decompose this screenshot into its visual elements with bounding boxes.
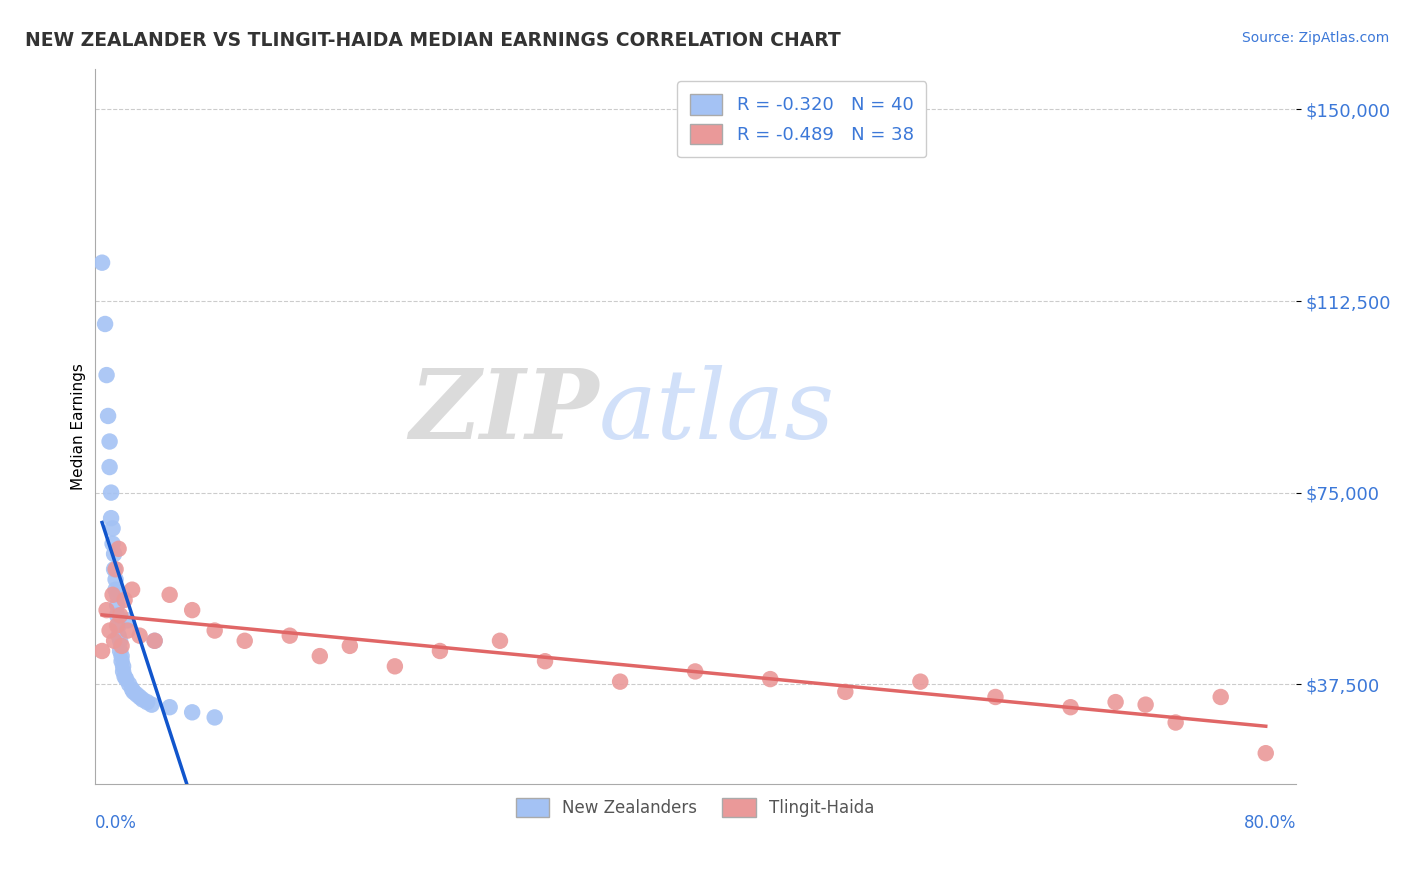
Point [339,639,361,653]
Point [110,654,132,668]
Point [122,685,145,699]
Point [128,690,150,704]
Point [1059,700,1081,714]
Point [204,710,226,724]
Point [103,633,125,648]
Point [117,613,139,627]
Point [128,629,150,643]
Point [834,685,856,699]
Point [112,665,135,679]
Point [114,669,136,683]
Point [98,624,121,638]
Point [103,562,125,576]
Point [489,633,512,648]
Point [1104,695,1126,709]
Point [125,688,148,702]
Point [98,434,121,449]
Point [1164,715,1187,730]
Point [181,706,204,720]
Point [107,629,129,643]
Text: atlas: atlas [599,365,835,458]
Point [96,368,118,383]
Point [105,608,128,623]
Point [108,633,131,648]
Point [143,633,166,648]
Text: 80.0%: 80.0% [1243,814,1296,832]
Point [100,511,122,525]
Point [104,573,127,587]
Point [100,485,122,500]
Point [159,700,181,714]
Point [131,692,153,706]
Point [1209,690,1232,704]
Point [107,618,129,632]
Point [110,639,132,653]
Point [136,695,159,709]
Point [98,460,121,475]
Point [104,582,127,597]
Point [118,677,141,691]
Point [101,521,124,535]
Point [1254,746,1277,760]
Point [108,608,131,623]
Point [759,672,782,686]
Point [112,659,135,673]
Point [108,644,131,658]
Point [101,588,124,602]
Point [97,409,120,423]
Text: ZIP: ZIP [409,365,599,458]
Point [107,541,129,556]
Point [94,317,117,331]
Point [101,537,124,551]
Legend: New Zealanders, Tlingit-Haida: New Zealanders, Tlingit-Haida [508,789,883,826]
Point [105,598,128,612]
Point [91,644,114,658]
Point [105,588,128,602]
Point [609,674,631,689]
Y-axis label: Median Earnings: Median Earnings [72,363,86,490]
Point [143,633,166,648]
Point [121,582,143,597]
Point [105,618,128,632]
Text: 0.0%: 0.0% [94,814,136,832]
Point [1135,698,1157,712]
Point [683,665,706,679]
Point [278,629,301,643]
Point [121,682,143,697]
Point [114,593,136,607]
Point [534,654,557,668]
Point [115,672,138,686]
Point [141,698,163,712]
Point [910,674,932,689]
Text: Source: ZipAtlas.com: Source: ZipAtlas.com [1241,31,1389,45]
Point [117,624,139,638]
Text: NEW ZEALANDER VS TLINGIT-HAIDA MEDIAN EARNINGS CORRELATION CHART: NEW ZEALANDER VS TLINGIT-HAIDA MEDIAN EA… [25,31,841,50]
Point [384,659,406,673]
Point [204,624,226,638]
Point [429,644,451,658]
Point [308,649,330,664]
Point [96,603,118,617]
Point [181,603,204,617]
Point [159,588,181,602]
Point [233,633,256,648]
Point [984,690,1007,704]
Point [91,255,114,269]
Point [103,547,125,561]
Point [104,562,127,576]
Point [110,649,132,664]
